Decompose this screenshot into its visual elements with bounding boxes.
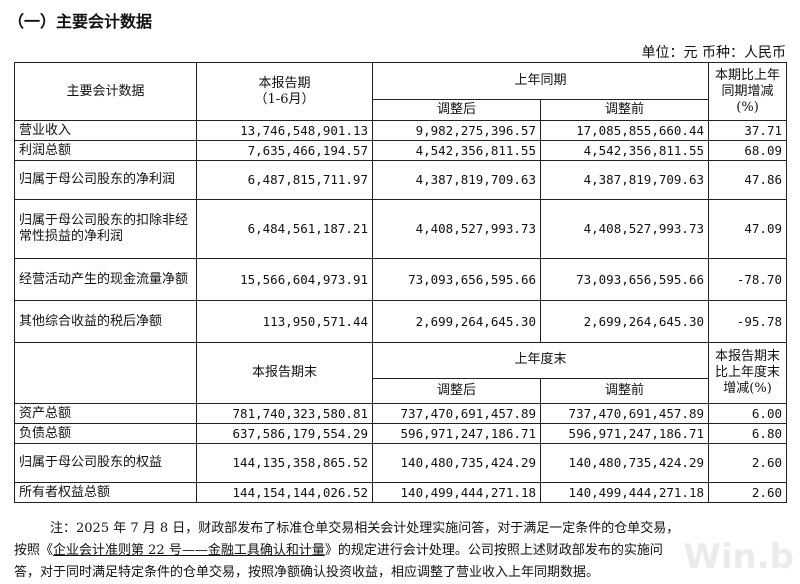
row-label: 归属于母公司股东的净利润 <box>14 160 197 200</box>
footnote-line-2-suffix: 》的规定进行会计处理。公司按照上述财政部发布的实施问 <box>324 543 663 558</box>
value-adjusted-after: 140,499,444,271.18 <box>372 482 541 503</box>
value-change-percent: 37.71 <box>708 120 788 141</box>
period-end-row: 所有者权益总额 144,154,144,026.52 140,499,444,271… <box>14 482 788 503</box>
header-last-year-end: 上年度末 <box>371 342 710 379</box>
value-change-percent: 2.60 <box>708 443 788 483</box>
row-label: 营业收入 <box>14 120 197 141</box>
header-adjusted-before: 调整前 <box>539 377 710 405</box>
value-adjusted-before: 17,085,855,660.44 <box>539 120 710 141</box>
value-change-percent: -95.78 <box>708 300 788 343</box>
value-adjusted-after: 140,480,735,424.29 <box>372 443 541 483</box>
period-row: 归属于母公司股东的净利润 6,487,815,711.97 4,387,819,70… <box>14 160 788 200</box>
footnote-line-2-prefix: 按照《 <box>14 543 54 558</box>
header-change-percent: 本期比上年同期增减(%) <box>708 62 788 121</box>
footnote-line-2: 按照《企业会计准则第 22 号——金融工具确认和计量》的规定进行会计处理。公司按… <box>14 540 786 562</box>
value-adjusted-before: 4,542,356,811.55 <box>539 140 710 161</box>
value-change-percent: 6.00 <box>708 403 788 424</box>
value-change-percent: 47.86 <box>708 160 788 200</box>
value-change-percent: 68.09 <box>708 140 788 161</box>
value-current: 6,487,815,711.97 <box>196 160 373 200</box>
value-adjusted-before: 737,470,691,457.89 <box>539 403 710 424</box>
value-current: 781,740,323,580.81 <box>196 403 373 424</box>
watermark-logo: Win.b <box>683 537 794 577</box>
value-adjusted-after: 4,387,819,709.63 <box>372 160 541 200</box>
period-row: 其他综合收益的税后净额 113,950,571.44 2,699,264,645.3… <box>14 300 788 343</box>
value-change-percent: 47.09 <box>708 199 788 259</box>
header-row: 主要会计数据 本报告期 （1-6月） 上年同期 本期比上年同期增减(%) <box>14 62 788 121</box>
value-adjusted-after: 4,542,356,811.55 <box>372 140 541 161</box>
value-adjusted-after: 2,699,264,645.30 <box>372 300 541 343</box>
value-adjusted-before: 2,699,264,645.30 <box>539 300 710 343</box>
row-label: 其他综合收益的税后净额 <box>14 300 197 343</box>
period-end-row: 资产总额 781,740,323,580.81 737,470,691,457.89… <box>14 403 788 424</box>
row-label: 归属于母公司股东的扣除非经常性损益的净利润 <box>14 199 197 259</box>
row-label: 归属于母公司股东的权益 <box>14 443 197 483</box>
header-current-period-line2: （1-6月） <box>254 91 315 107</box>
header-current-period: 本报告期 （1-6月） <box>196 62 373 121</box>
value-current: 113,950,571.44 <box>196 300 373 343</box>
row-label: 经营活动产生的现金流量净额 <box>14 258 197 301</box>
value-adjusted-after: 73,093,656,595.66 <box>372 258 541 301</box>
period-end-row: 归属于母公司股东的权益 144,135,358,865.52 140,480,735… <box>14 443 788 483</box>
period-row: 经营活动产生的现金流量净额 15,566,604,973.91 73,093,656… <box>14 258 788 301</box>
header-current-period-line1: 本报告期 <box>258 75 311 91</box>
value-change-percent: 6.80 <box>708 423 788 444</box>
value-adjusted-after: 596,971,247,186.71 <box>372 423 541 444</box>
period-end-row: 负债总额 637,586,179,554.29 596,971,247,186.71… <box>14 423 788 444</box>
header-period-end: 本报告期末 <box>196 342 373 404</box>
header-adjusted-after: 调整后 <box>372 99 541 121</box>
footnote-line-3: 答，对于同时满足特定条件的仓单交易，按照净额确认投资收益，相应调整了营业收入上年… <box>14 565 600 580</box>
period-row: 营业收入 13,746,548,901.13 9,982,275,396.57 17,… <box>14 120 788 141</box>
value-change-percent: 2.60 <box>708 482 788 503</box>
value-adjusted-before: 73,093,656,595.66 <box>539 258 710 301</box>
value-adjusted-before: 4,408,527,993.73 <box>539 199 710 259</box>
accounting-standard-link[interactable]: 企业会计准则第 22 号——金融工具确认和计量 <box>53 543 325 558</box>
header-adjusted-before: 调整前 <box>539 99 710 121</box>
value-current: 144,135,358,865.52 <box>196 443 373 483</box>
section-title: （一）主要会计数据 <box>8 12 153 31</box>
header-same-period-last-year: 上年同期 <box>371 62 710 100</box>
accounting-data-table: 主要会计数据 本报告期 （1-6月） 上年同期 本期比上年同期增减(%) 调整后… <box>14 62 788 503</box>
header2-blank <box>14 342 197 404</box>
value-current: 15,566,604,973.91 <box>196 258 373 301</box>
header2-row: 本报告期末 上年度末 本报告期末比上年度末增减(%) <box>14 342 788 404</box>
value-current: 6,484,561,187.21 <box>196 199 373 259</box>
value-adjusted-after: 4,408,527,993.73 <box>372 199 541 259</box>
header-adjusted-after: 调整后 <box>372 377 541 405</box>
row-label: 利润总额 <box>14 140 197 161</box>
value-adjusted-before: 140,480,735,424.29 <box>539 443 710 483</box>
value-adjusted-after: 737,470,691,457.89 <box>372 403 541 424</box>
value-adjusted-before: 140,499,444,271.18 <box>539 482 710 503</box>
footnote: 注：2025 年 7 月 8 日，财政部发布了标准仓单交易相关会计处理实施问答，… <box>14 518 786 584</box>
value-current: 7,635,466,194.57 <box>196 140 373 161</box>
value-adjusted-before: 4,387,819,709.63 <box>539 160 710 200</box>
row-label: 资产总额 <box>14 403 197 424</box>
header-end-change-percent: 本报告期末比上年度末增减(%) <box>708 342 788 404</box>
period-row: 归属于母公司股东的扣除非经常性损益的净利润 6,484,561,187.21 4,4… <box>14 199 788 259</box>
period-row: 利润总额 7,635,466,194.57 4,542,356,811.55 4,54… <box>14 140 788 161</box>
value-current: 13,746,548,901.13 <box>196 120 373 141</box>
value-adjusted-before: 596,971,247,186.71 <box>539 423 710 444</box>
value-adjusted-after: 9,982,275,396.57 <box>372 120 541 141</box>
footnote-line-1: 注：2025 年 7 月 8 日，财政部发布了标准仓单交易相关会计处理实施问答，… <box>50 521 680 536</box>
row-label: 所有者权益总额 <box>14 482 197 503</box>
header2-subrow: 调整后 调整前 <box>15 377 787 405</box>
unit-currency-line: 单位：元 币种：人民币 <box>641 45 786 61</box>
value-current: 144,154,144,026.52 <box>196 482 373 503</box>
value-current: 637,586,179,554.29 <box>196 423 373 444</box>
header-main-data: 主要会计数据 <box>14 62 197 121</box>
value-change-percent: -78.70 <box>708 258 788 301</box>
row-label: 负债总额 <box>14 423 197 444</box>
